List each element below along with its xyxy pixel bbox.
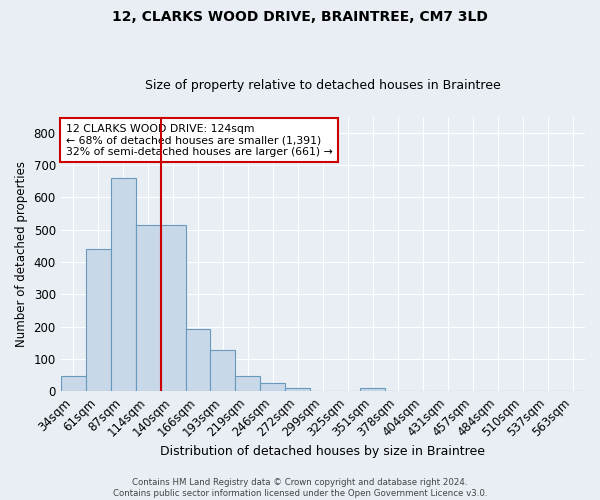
Bar bbox=[136, 225, 161, 391]
Bar bbox=[161, 225, 185, 391]
Bar bbox=[360, 388, 385, 391]
Title: Size of property relative to detached houses in Braintree: Size of property relative to detached ho… bbox=[145, 79, 501, 92]
Text: 12, CLARKS WOOD DRIVE, BRAINTREE, CM7 3LD: 12, CLARKS WOOD DRIVE, BRAINTREE, CM7 3L… bbox=[112, 10, 488, 24]
Bar bbox=[185, 329, 211, 391]
Y-axis label: Number of detached properties: Number of detached properties bbox=[15, 161, 28, 347]
Bar bbox=[86, 249, 110, 391]
X-axis label: Distribution of detached houses by size in Braintree: Distribution of detached houses by size … bbox=[160, 444, 485, 458]
Bar bbox=[211, 350, 235, 391]
Bar bbox=[260, 383, 286, 391]
Bar bbox=[110, 178, 136, 391]
Bar bbox=[235, 376, 260, 391]
Bar bbox=[286, 388, 310, 391]
Bar bbox=[61, 376, 86, 391]
Text: 12 CLARKS WOOD DRIVE: 124sqm
← 68% of detached houses are smaller (1,391)
32% of: 12 CLARKS WOOD DRIVE: 124sqm ← 68% of de… bbox=[66, 124, 332, 157]
Text: Contains HM Land Registry data © Crown copyright and database right 2024.
Contai: Contains HM Land Registry data © Crown c… bbox=[113, 478, 487, 498]
